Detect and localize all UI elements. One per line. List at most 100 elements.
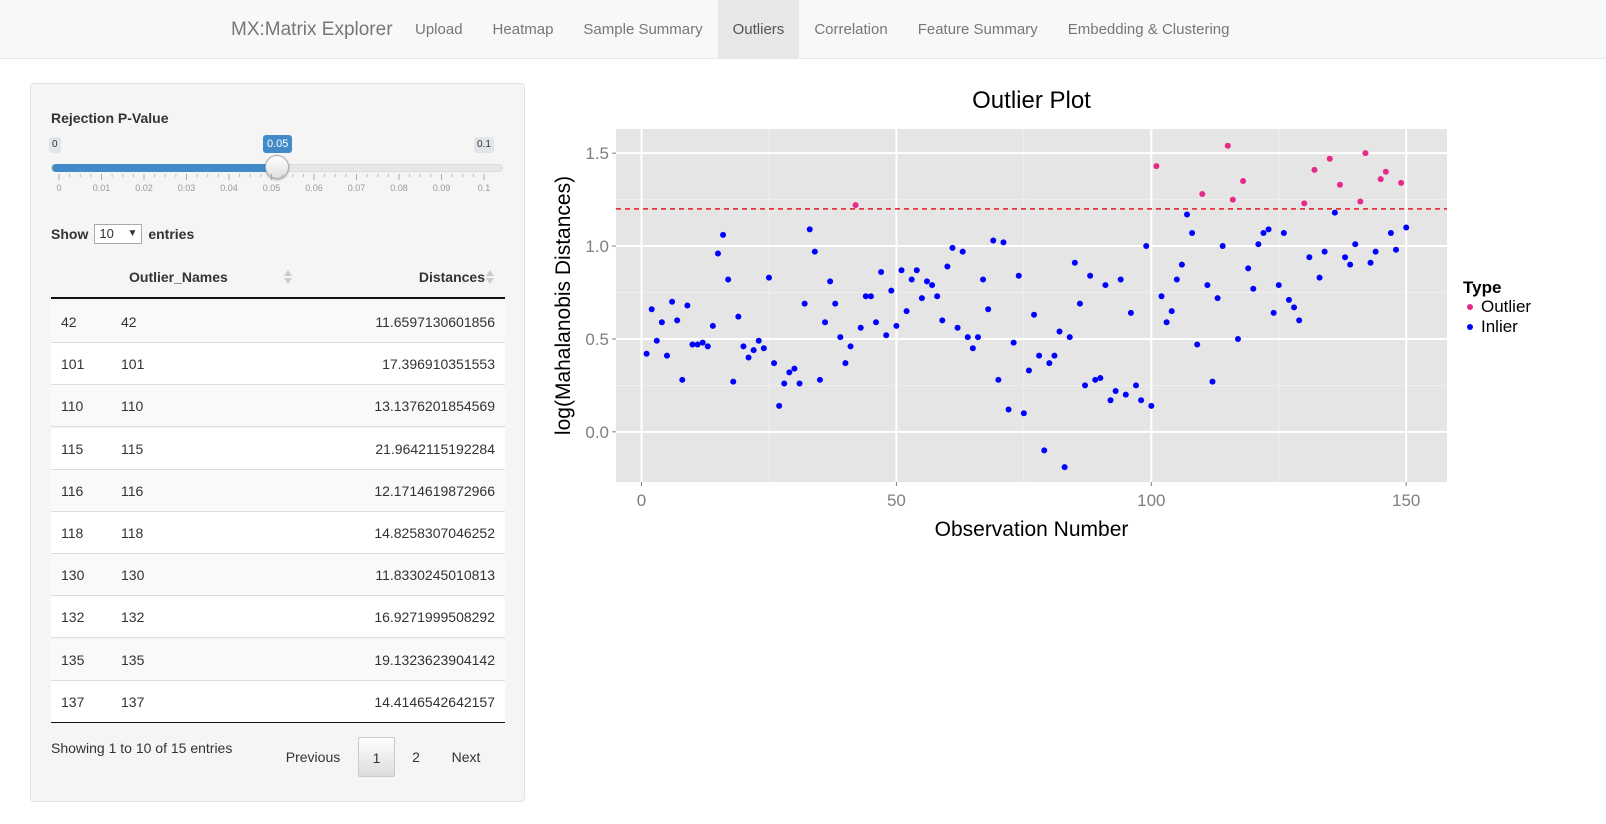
outlier-plot: Outlier Plot 0.0 0.5 1.0 1.5 0 50 100 150 Observa…	[540, 70, 1606, 590]
inlier-point	[1270, 309, 1277, 316]
distance-cell: 13.1376201854569	[374, 398, 495, 415]
row-index: 137	[61, 693, 85, 710]
outlier-name-cell: 137	[121, 693, 145, 710]
previous-page-button[interactable]: Previous	[285, 749, 341, 765]
slider-handle[interactable]	[265, 155, 289, 179]
inlier-point	[1051, 352, 1058, 359]
outlier-point	[1336, 181, 1343, 188]
distance-cell: 14.4146542642157	[374, 693, 495, 710]
table-row[interactable]: 137 137 14.4146542642157	[51, 680, 505, 723]
tab-outliers[interactable]: Outliers	[717, 0, 800, 59]
table-row[interactable]: 110 110 13.1376201854569	[51, 385, 505, 428]
rejection-pvalue-label: Rejection P-Value	[51, 110, 169, 126]
row-index: 116	[61, 482, 84, 499]
table-row[interactable]: 101 101 17.396910351553	[51, 343, 505, 386]
inlier-point	[725, 276, 732, 283]
inlier-point	[1296, 317, 1303, 324]
page-button-1[interactable]: 1	[358, 737, 395, 777]
outlier-point	[1240, 178, 1247, 185]
inlier-point	[934, 293, 941, 300]
outlier-name-cell: 132	[121, 609, 145, 626]
inlier-point	[709, 322, 716, 329]
y-tick-label: 1.5	[585, 144, 609, 163]
inlier-point	[837, 334, 844, 341]
inlier-point	[1071, 259, 1078, 266]
x-tick-label: 0	[637, 491, 646, 510]
outlier-name-cell: 130	[121, 567, 145, 584]
inlier-point	[908, 276, 915, 283]
inlier-point	[771, 360, 778, 367]
inlier-point	[1234, 335, 1241, 342]
y-tick-label: 0.5	[585, 330, 609, 349]
outlier-point	[1199, 191, 1206, 198]
inlier-point	[923, 278, 930, 285]
app-brand[interactable]: MX:Matrix Explorer	[231, 19, 393, 40]
outlier-point	[1382, 168, 1389, 175]
sort-icon[interactable]	[283, 269, 293, 285]
table-row[interactable]: 135 135 19.1323623904142	[51, 638, 505, 681]
distance-cell: 19.1323623904142	[374, 651, 495, 668]
inlier-point	[648, 306, 655, 313]
entries-per-page-select[interactable]: 10 ▼	[94, 224, 143, 244]
slider-tick-label: 0.07	[348, 183, 366, 193]
column-header-distances[interactable]: Distances	[418, 269, 485, 285]
inlier-point	[1000, 239, 1007, 246]
table-row[interactable]: 130 130 11.8330245010813	[51, 554, 505, 597]
inlier-point	[985, 306, 992, 313]
inlier-point	[806, 226, 813, 233]
slider-max-label: 0.1	[474, 137, 494, 153]
inlier-point	[689, 341, 696, 348]
inlier-point	[1076, 300, 1083, 307]
outlier-name-cell: 118	[121, 525, 144, 541]
column-header-outlier-names[interactable]: Outlier_Names	[129, 269, 228, 285]
show-entries-suffix: entries	[148, 226, 195, 242]
row-index: 101	[61, 356, 85, 373]
inlier-point	[1138, 397, 1145, 404]
slider-tick-label: 0.01	[93, 183, 111, 193]
table-row[interactable]: 42 42 11.6597130601856	[51, 301, 505, 343]
outlier-point	[1326, 155, 1333, 162]
inlier-point	[735, 313, 742, 320]
tab-feature-summary[interactable]: Feature Summary	[917, 21, 1038, 38]
inlier-point	[1092, 376, 1099, 383]
outlier-point	[1301, 200, 1308, 207]
inlier-point	[878, 269, 885, 276]
inlier-point	[1352, 241, 1359, 248]
inlier-point	[1173, 276, 1180, 283]
y-axis-label: log(Mahalanobis Distances)	[552, 176, 575, 435]
sort-icon[interactable]	[485, 269, 495, 285]
slider-tick-label: 0.1	[478, 183, 491, 193]
inlier-point	[1331, 209, 1338, 216]
tab-correlation[interactable]: Correlation	[814, 21, 888, 38]
table-row[interactable]: 116 116 12.1714619872966	[51, 469, 505, 512]
inlier-point	[1097, 374, 1104, 381]
table-row[interactable]: 132 132 16.9271999508292	[51, 596, 505, 639]
inlier-point	[658, 319, 665, 326]
next-page-button[interactable]: Next	[451, 749, 481, 765]
inlier-point	[964, 334, 971, 341]
table-row[interactable]: 118 118 14.8258307046252	[51, 512, 505, 554]
inlier-point	[781, 380, 788, 387]
table-row[interactable]: 115 115 21.9642115192284	[51, 427, 505, 470]
tab-sample-summary[interactable]: Sample Summary	[583, 21, 703, 38]
inlier-point	[1204, 282, 1211, 289]
page-button-2[interactable]: 2	[412, 749, 420, 765]
inlier-point	[1291, 304, 1298, 311]
inlier-point	[714, 250, 721, 257]
inlier-point	[1316, 274, 1323, 281]
inlier-point	[1260, 230, 1267, 237]
legend-key-inlier	[1467, 324, 1473, 330]
legend-key-outlier	[1467, 304, 1473, 310]
tab-upload[interactable]: Upload	[415, 21, 463, 38]
tab-heatmap[interactable]: Heatmap	[492, 21, 554, 38]
inlier-point	[684, 302, 691, 309]
inlier-point	[1194, 341, 1201, 348]
outlier-point	[1377, 176, 1384, 183]
outlier-point	[1153, 163, 1160, 170]
inlier-point	[944, 263, 951, 270]
legend-label-outlier: Outlier	[1481, 297, 1531, 316]
slider-tick-label: 0.09	[433, 183, 451, 193]
dropdown-caret-icon: ▼	[127, 228, 138, 239]
inlier-point	[1015, 272, 1022, 279]
tab-embedding-clustering[interactable]: Embedding & Clustering	[1067, 21, 1230, 38]
